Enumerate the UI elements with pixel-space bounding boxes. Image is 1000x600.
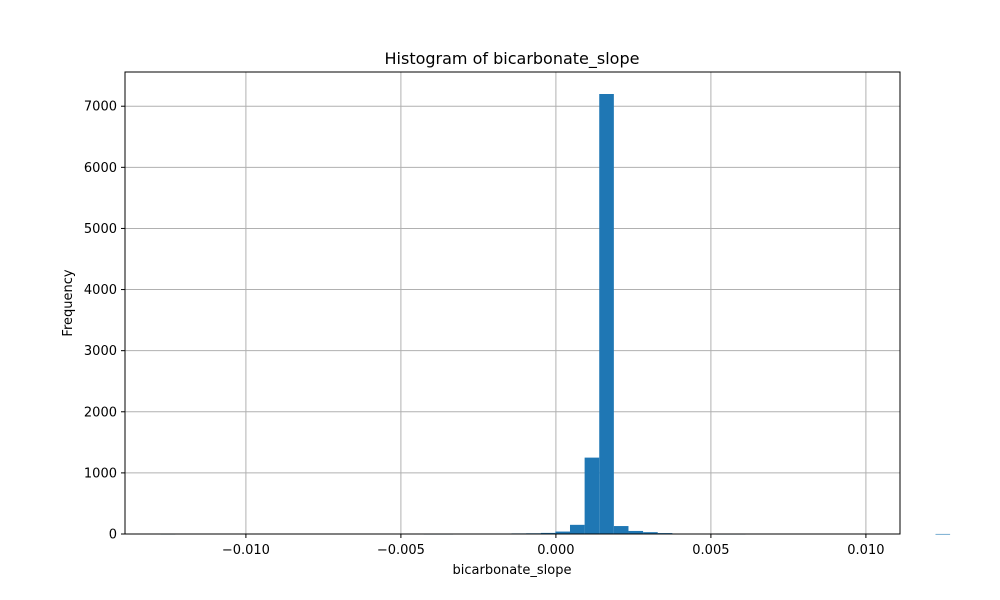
histogram-bar xyxy=(935,533,951,535)
grid-lines xyxy=(125,72,900,535)
y-tick-label: 5000 xyxy=(84,222,117,237)
y-axis-ticks: 0 1000 2000 3000 4000 5000 6000 7000 xyxy=(84,100,125,543)
x-tick-label: 0.000 xyxy=(537,543,574,558)
histogram-bar xyxy=(628,530,644,534)
histogram-bar xyxy=(613,526,629,534)
x-tick-label: −0.010 xyxy=(222,543,270,558)
x-axis-ticks: −0.010 −0.005 0.000 0.005 0.010 xyxy=(222,534,885,558)
y-tick-label: 2000 xyxy=(84,405,117,420)
x-tick-label: 0.010 xyxy=(847,543,884,558)
y-tick-label: 1000 xyxy=(84,466,117,481)
plot-frame xyxy=(124,71,901,535)
y-tick-label: 4000 xyxy=(84,283,117,298)
histogram-bar xyxy=(643,532,658,534)
x-axis-label: bicarbonate_slope xyxy=(453,563,572,578)
histogram-bar xyxy=(569,524,585,534)
y-tick-label: 6000 xyxy=(84,161,117,176)
histogram-bar xyxy=(555,531,570,534)
y-axis-label: Frequency xyxy=(61,269,76,336)
histogram-bars xyxy=(160,94,951,535)
y-tick-label: 7000 xyxy=(84,100,117,115)
chart-title: Histogram of bicarbonate_slope xyxy=(385,49,640,69)
y-tick-label: 3000 xyxy=(84,344,117,359)
y-tick-label: 0 xyxy=(109,528,117,543)
x-tick-label: 0.005 xyxy=(692,543,729,558)
histogram-bar xyxy=(584,457,600,534)
histogram-bar xyxy=(540,532,556,534)
x-tick-label: −0.005 xyxy=(377,543,425,558)
histogram-bar xyxy=(599,94,614,534)
